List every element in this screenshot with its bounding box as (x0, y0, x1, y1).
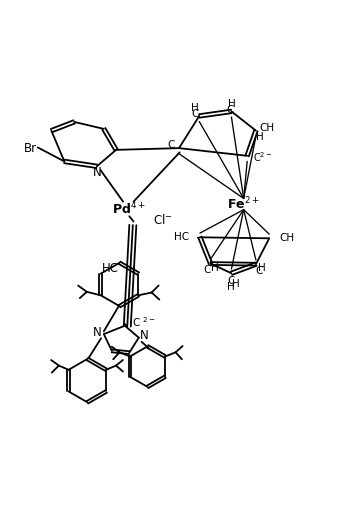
Text: C$^{2-}$: C$^{2-}$ (253, 151, 273, 164)
Text: H: H (211, 264, 219, 274)
Text: N: N (93, 326, 102, 339)
Text: H: H (256, 132, 263, 142)
Text: N: N (92, 166, 101, 179)
Text: C: C (226, 105, 233, 115)
Text: C: C (255, 266, 263, 276)
Text: HC: HC (101, 262, 119, 275)
Text: C: C (191, 109, 199, 119)
Text: N: N (140, 329, 149, 342)
Text: CH: CH (259, 123, 275, 133)
Text: Fe$^{2+}$: Fe$^{2+}$ (227, 196, 260, 212)
Text: H: H (232, 279, 240, 289)
Text: H: H (258, 264, 266, 274)
Text: C: C (203, 266, 211, 276)
Text: C $^{2-}$: C $^{2-}$ (132, 315, 156, 329)
Text: H: H (227, 99, 235, 109)
Text: Pd$^{4+}$: Pd$^{4+}$ (112, 201, 146, 217)
Text: H: H (227, 281, 234, 292)
Text: CH: CH (280, 233, 295, 243)
Text: HC: HC (174, 231, 189, 242)
Text: C: C (168, 140, 175, 150)
Text: Br: Br (24, 141, 37, 154)
Text: C: C (227, 276, 234, 286)
Text: Cl$^{-}$: Cl$^{-}$ (153, 213, 172, 227)
Text: H: H (191, 103, 199, 113)
